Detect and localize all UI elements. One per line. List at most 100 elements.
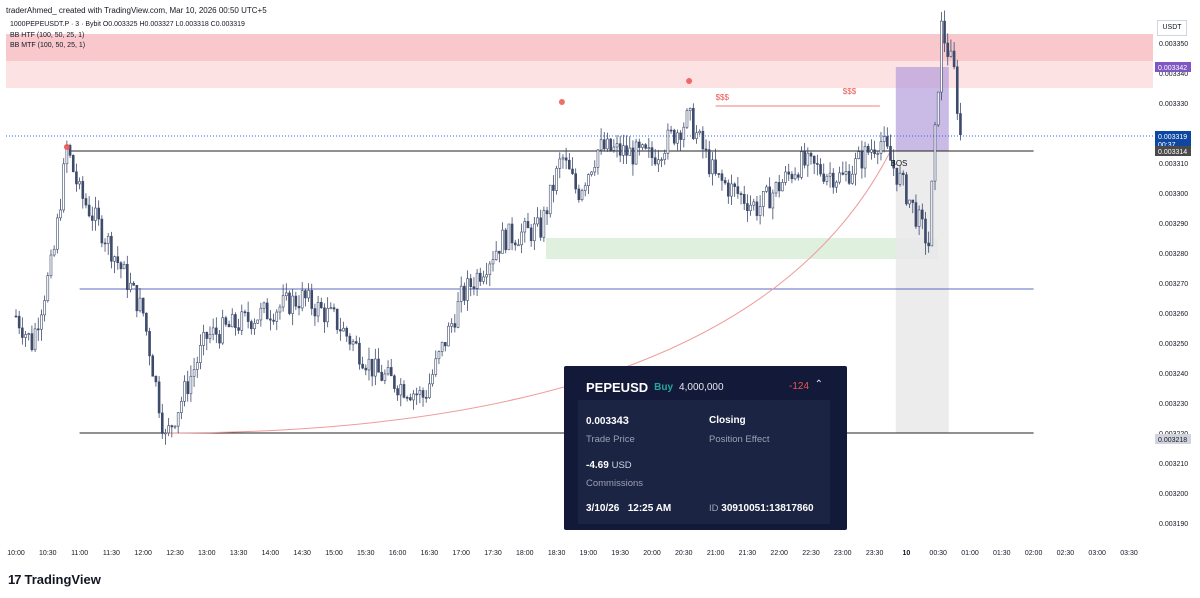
candle[interactable] <box>218 329 221 349</box>
candle[interactable] <box>927 231 930 253</box>
candle[interactable] <box>768 177 771 209</box>
candle[interactable] <box>199 334 202 370</box>
candle[interactable] <box>574 168 577 194</box>
candle[interactable] <box>774 181 778 197</box>
candle[interactable] <box>106 233 110 255</box>
candle[interactable] <box>434 350 438 377</box>
candle[interactable] <box>790 171 794 184</box>
candle[interactable] <box>224 315 228 327</box>
candle[interactable] <box>905 172 908 206</box>
candle[interactable] <box>424 389 428 403</box>
candle[interactable] <box>685 108 689 129</box>
candle[interactable] <box>542 206 546 242</box>
candle[interactable] <box>498 250 501 263</box>
candle[interactable] <box>784 166 787 186</box>
candle[interactable] <box>377 348 380 373</box>
indicator-bb-htf[interactable]: BB HTF (100, 50, 25, 1) <box>10 32 85 39</box>
candle[interactable] <box>504 227 508 254</box>
price-label[interactable]: 0.003218 <box>1155 434 1191 444</box>
tradingview-logo[interactable]: 17 TradingView <box>8 572 101 587</box>
candle[interactable] <box>103 238 107 252</box>
candle[interactable] <box>345 326 349 342</box>
candle[interactable] <box>389 358 393 377</box>
candle[interactable] <box>669 125 673 134</box>
candle[interactable] <box>40 309 43 341</box>
candle[interactable] <box>68 143 72 159</box>
candles-layer[interactable] <box>14 10 962 445</box>
candle[interactable] <box>482 270 485 285</box>
candle[interactable] <box>36 317 40 341</box>
candle[interactable] <box>195 356 199 378</box>
candle[interactable] <box>959 102 962 141</box>
candle[interactable] <box>52 245 56 257</box>
candle[interactable] <box>533 216 536 251</box>
candle[interactable] <box>339 317 342 341</box>
candle[interactable] <box>914 194 918 229</box>
candle[interactable] <box>323 303 326 333</box>
candle[interactable] <box>501 222 504 254</box>
candle[interactable] <box>304 289 307 307</box>
candle[interactable] <box>870 139 873 160</box>
candle[interactable] <box>141 297 145 317</box>
candle[interactable] <box>622 134 625 164</box>
price-label[interactable]: 0.003342 <box>1155 62 1191 72</box>
candle[interactable] <box>56 213 59 254</box>
candle[interactable] <box>695 125 698 144</box>
candle[interactable] <box>812 155 816 175</box>
candle[interactable] <box>898 165 902 187</box>
candle[interactable] <box>727 179 730 204</box>
candle[interactable] <box>793 167 797 181</box>
candle[interactable] <box>739 191 743 205</box>
candle[interactable] <box>246 301 250 329</box>
candle[interactable] <box>825 173 829 186</box>
candle[interactable] <box>596 149 600 175</box>
candle[interactable] <box>215 317 218 344</box>
candle[interactable] <box>507 223 511 251</box>
candle[interactable] <box>615 135 619 158</box>
candle[interactable] <box>91 206 94 231</box>
candle[interactable] <box>647 137 651 158</box>
candle[interactable] <box>796 172 800 181</box>
candle[interactable] <box>736 177 740 199</box>
candle[interactable] <box>866 143 870 156</box>
candle[interactable] <box>313 303 317 326</box>
candle[interactable] <box>816 154 819 176</box>
currency-unit-button[interactable]: USDT <box>1157 20 1187 36</box>
candle[interactable] <box>787 163 791 181</box>
candle[interactable] <box>940 12 943 101</box>
candle[interactable] <box>97 200 100 226</box>
candle[interactable] <box>24 331 27 347</box>
candle[interactable] <box>415 387 418 405</box>
candle[interactable] <box>895 167 899 192</box>
candle[interactable] <box>75 163 78 192</box>
candle[interactable] <box>933 121 937 191</box>
candle[interactable] <box>803 142 806 169</box>
candle[interactable] <box>87 196 91 218</box>
candle[interactable] <box>412 390 415 410</box>
candle[interactable] <box>148 327 151 366</box>
candle[interactable] <box>21 317 24 345</box>
candle[interactable] <box>405 395 409 402</box>
candle[interactable] <box>513 239 517 251</box>
candle[interactable] <box>949 39 953 58</box>
candle[interactable] <box>742 185 746 210</box>
candle[interactable] <box>472 277 476 296</box>
candle[interactable] <box>835 180 838 193</box>
candle[interactable] <box>351 338 355 352</box>
candle[interactable] <box>831 168 835 194</box>
candle[interactable] <box>701 126 705 159</box>
candle[interactable] <box>561 154 565 169</box>
candle[interactable] <box>653 148 657 166</box>
candle[interactable] <box>167 417 170 437</box>
candle[interactable] <box>924 211 927 255</box>
candle[interactable] <box>851 165 854 185</box>
candle[interactable] <box>749 195 752 216</box>
candle[interactable] <box>393 374 396 393</box>
candle[interactable] <box>310 283 314 316</box>
candle[interactable] <box>606 132 609 152</box>
candle[interactable] <box>485 262 488 285</box>
candle[interactable] <box>164 428 167 445</box>
candle[interactable] <box>208 326 212 344</box>
candle[interactable] <box>374 348 377 386</box>
